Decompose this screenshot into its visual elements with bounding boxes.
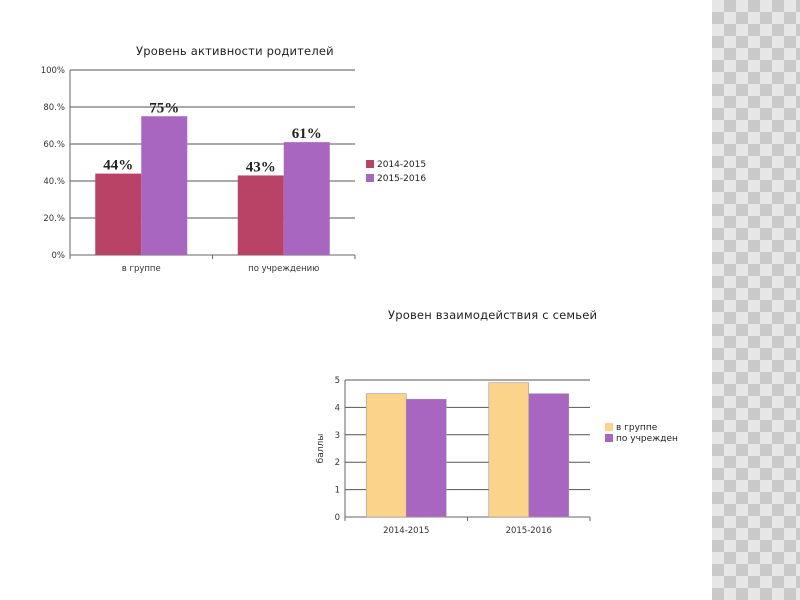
chart1-bar xyxy=(283,142,330,255)
slide: Уровень активности родителей 0% 20.% 40.% 6… xyxy=(40,44,679,536)
chart1-data-label: 61% xyxy=(292,126,322,142)
chart2-bar xyxy=(488,382,530,518)
chart1-data-label: 44% xyxy=(103,158,133,174)
chart2-title: Уровен взаимодействия с семьей xyxy=(388,308,598,322)
chart2-y-tick-label: 5 xyxy=(335,376,340,386)
chart2-category-label: 2015-2016 xyxy=(506,526,552,536)
chart1-category-label: по учреждению xyxy=(248,264,319,274)
chart1-bar xyxy=(95,173,142,255)
chart2-y-axis-title: баллы xyxy=(316,434,326,464)
chart2-y-tick-label: 3 xyxy=(335,431,340,441)
chart2-y-tick-label: 4 xyxy=(335,403,340,413)
chart1-legend-swatch xyxy=(366,160,374,168)
chart2-legend-label: в группе xyxy=(616,423,658,433)
chart1-legend-swatch xyxy=(366,174,374,182)
chart1-y-tick-label: 0% xyxy=(52,251,66,261)
chart1-data-label: 75% xyxy=(149,100,179,116)
chart2-legend-label: по учрежден xyxy=(616,434,678,444)
chart2-y-tick-label: 1 xyxy=(335,486,340,496)
chart1-bar xyxy=(237,175,284,255)
chart1-legend-label: 2014-2015 xyxy=(377,160,426,170)
chart1-y-tick-label: 60.% xyxy=(43,140,65,150)
chart2-bar xyxy=(528,393,570,518)
chart2-y-tick-label: 0 xyxy=(335,513,340,523)
chart1-y-tick-label: 40.% xyxy=(43,177,65,187)
chart2-svg: 0 1 2 3 4 5 2014-2015 2015-2016 баллы в группепо … xyxy=(316,376,678,536)
chart1-y-tick-label: 100% xyxy=(41,66,65,76)
side-pattern xyxy=(712,0,800,600)
chart1-y-tick-label: 20.% xyxy=(43,214,65,224)
chart2-bar xyxy=(405,398,447,518)
chart2-y-tick-label: 2 xyxy=(335,458,340,468)
chart1-bar xyxy=(141,116,188,255)
chart1-data-label: 43% xyxy=(246,159,276,175)
chart1-title: Уровень активности родителей xyxy=(136,44,334,58)
chart1-legend-label: 2015-2016 xyxy=(377,174,426,184)
chart1-category-label: в группе xyxy=(122,264,161,274)
chart1-y-tick-label: 80.% xyxy=(43,103,65,113)
chart2-legend-swatch xyxy=(605,423,613,431)
chart2-bar xyxy=(365,393,407,518)
chart2-legend-swatch xyxy=(605,434,613,442)
chart2-category-label: 2014-2015 xyxy=(383,526,429,536)
chart1-svg: 0% 20.% 40.% 60.% 80.% 100% 44% 75% в группе 43% 6… xyxy=(41,66,427,274)
